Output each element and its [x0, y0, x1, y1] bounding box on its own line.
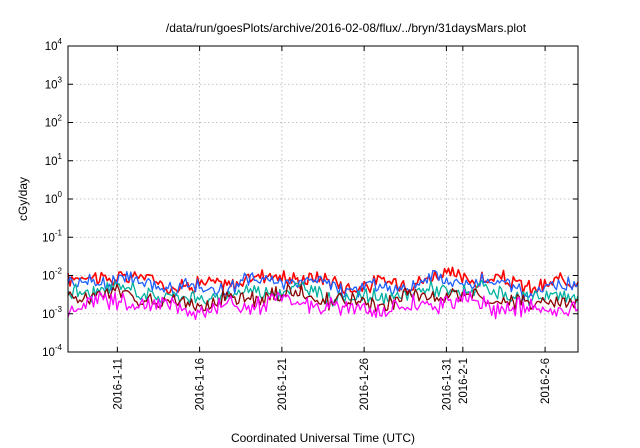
x-tick-label: 2016-2-6	[540, 358, 552, 404]
y-tick-label: 102	[45, 114, 63, 130]
x-tick-label: 2016-1-16	[195, 358, 207, 410]
chart-title: /data/run/goesPlots/archive/2016-02-08/f…	[166, 21, 527, 35]
y-axis-ticks: 10-4 10-3 10-2 10-1 100 101 102 103 104	[42, 37, 578, 359]
y-tick-label: 104	[45, 37, 63, 53]
series-line	[67, 269, 579, 301]
x-tick-label: 2016-1-31	[441, 358, 453, 410]
y-tick-label: 10-1	[42, 228, 62, 244]
y-tick-label: 103	[45, 75, 63, 91]
x-tick-label: 2016-1-26	[359, 358, 371, 410]
x-tick-label: 2016-1-11	[112, 358, 124, 410]
x-axis-label: Coordinated Universal Time (UTC)	[231, 431, 415, 445]
y-tick-label: 100	[45, 190, 63, 206]
x-tick-label: 2016-1-21	[277, 358, 289, 410]
y-tick-label: 10-2	[42, 267, 62, 283]
y-tick-label: 101	[45, 152, 63, 168]
data-series	[67, 266, 579, 321]
y-tick-label: 10-3	[42, 305, 62, 321]
series-line	[67, 266, 579, 296]
series-line	[67, 288, 579, 321]
y-axis-label: cGy/day	[16, 177, 30, 221]
y-tick-label: 10-4	[42, 343, 62, 359]
x-axis-ticks: 2016-1-11 2016-1-16 2016-1-21 2016-1-26 2016…	[112, 46, 552, 410]
x-tick-label: 2016-2-1	[458, 358, 470, 404]
grid-lines	[68, 46, 578, 352]
